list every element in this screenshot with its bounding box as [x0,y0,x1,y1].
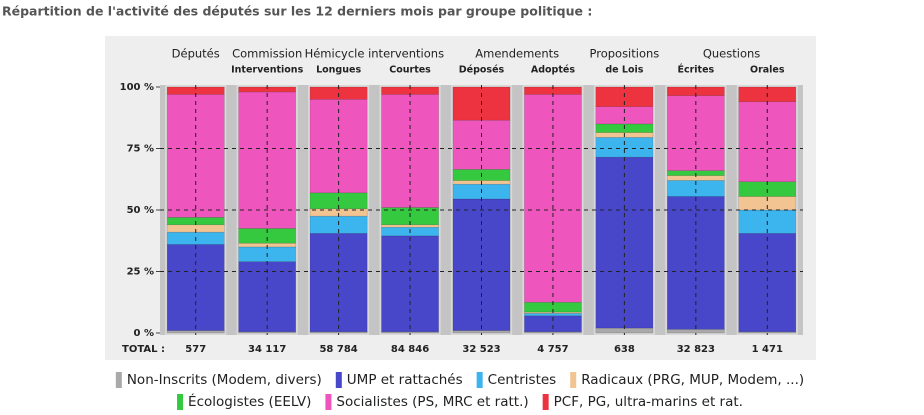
legend-item: Radicaux (PRG, MUP, Modem, ...) [570,372,804,388]
group-label: Questions [703,47,760,61]
x-tick-label: Écrites [677,64,714,76]
bar-segment [738,233,797,333]
legend-label: Centristes [488,372,557,388]
total-value: 4 757 [537,344,568,355]
legend-label: Non-Inscrits (Modem, divers) [127,372,322,388]
x-tick-label: Déposés [459,65,505,76]
legend-item: Centristes [476,372,557,388]
legend-swatch [542,394,549,410]
total-value: 34 117 [248,344,286,355]
bar-segment [166,244,225,331]
bar-segment [309,233,368,333]
y-tick-label: 25 % [127,267,154,278]
legend-swatch [177,394,184,410]
legend-label: PCF, PG, ultra-marins et rat. [554,394,743,410]
legend-item: UMP et rattachés [335,372,463,388]
x-tick-label: Interventions [231,65,303,76]
x-tick-label: Orales [750,65,785,76]
total-value: 638 [614,344,635,355]
total-value: 58 784 [319,344,357,355]
bar-segment [166,330,225,334]
bar-segment [309,99,368,194]
bar-segment [381,235,439,333]
legend-label: Radicaux (PRG, MUP, Modem, ...) [581,372,804,388]
legend-swatch [570,372,577,388]
total-value: 84 846 [391,344,429,355]
total-value: 32 823 [677,344,715,355]
legend-item: PCF, PG, ultra-marins et rat. [542,394,743,410]
legend-swatch [476,372,483,388]
bar-segment [595,156,654,329]
group-label: Propositions [589,47,659,61]
total-value: 32 523 [462,344,500,355]
bar-segment [595,137,654,158]
bar-segment [452,330,511,334]
group-label: Hémicycle interventions [305,47,444,61]
y-tick-label: 50 % [127,205,154,216]
y-tick-label: 0 % [134,328,154,339]
total-value: 1 471 [752,344,783,355]
y-tick-label: 100 % [120,82,154,93]
x-tick-label: Courtes [389,65,431,76]
chart-title: Répartition de l'activité des députés su… [2,4,592,19]
legend-label: Socialistes (PS, MRC et ratt.) [336,394,528,410]
group-label: Députés [172,47,220,61]
x-tick-label: de Lois [605,65,643,76]
legend-swatch [335,372,342,388]
x-tick-label: Adoptés [531,65,575,76]
x-tick-label: Longues [316,65,361,76]
total-value: 577 [185,344,206,355]
bar-segment [381,224,439,228]
legend-item: Écologistes (EELV) [177,393,311,410]
totals-label: TOTAL : [122,344,165,355]
bar-segment [166,94,225,218]
group-label: Amendements [475,47,559,61]
group-label: Commission [232,47,302,61]
y-tick-label: 75 % [127,144,154,155]
legend-label: Écologistes (EELV) [188,393,311,410]
legend-swatch [115,372,122,388]
bar-segment [524,313,582,317]
legend-label: UMP et rattachés [347,372,463,388]
legend-item: Non-Inscrits (Modem, divers) [115,372,322,388]
legend-swatch [325,394,332,410]
legend-item: Socialistes (PS, MRC et ratt.) [325,394,529,410]
bar-segment [666,329,725,334]
